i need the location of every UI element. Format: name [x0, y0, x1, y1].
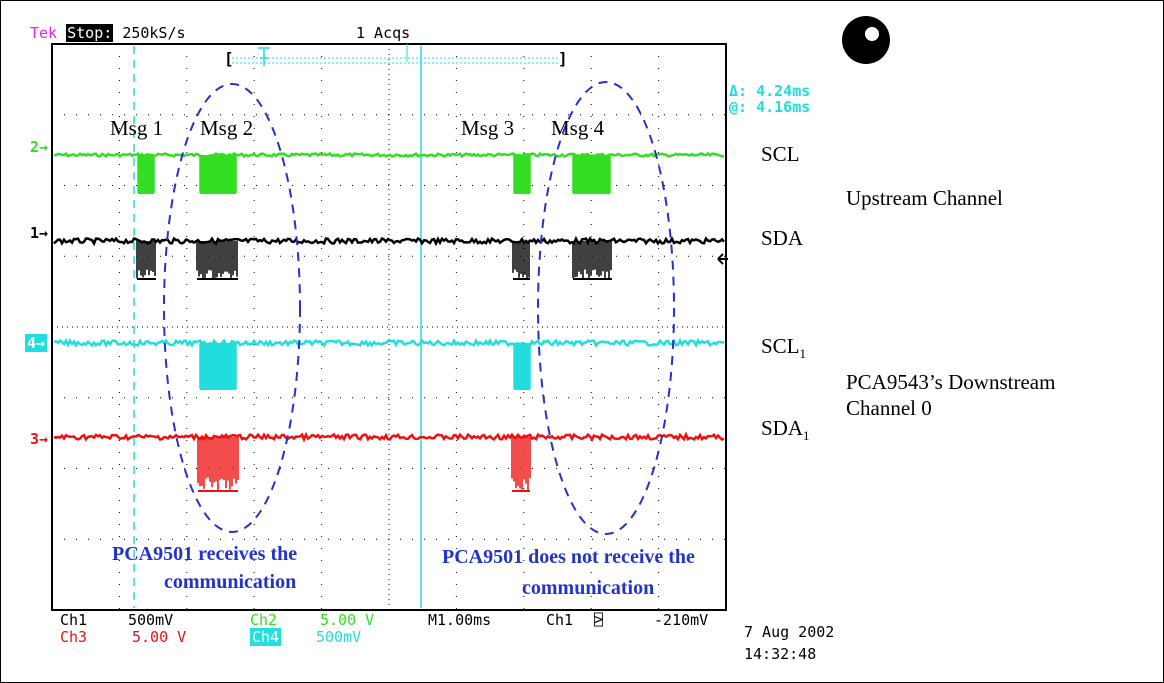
capture-date: 7 Aug 2002 [744, 623, 835, 641]
acquisition-count: 1 Acqs [356, 24, 411, 42]
acquisition-indicator [842, 16, 890, 64]
ch3-scale-label[interactable]: Ch3 [60, 628, 88, 646]
record-bracket: [ ] [224, 44, 568, 68]
sda1-subscript: 1 [803, 428, 810, 444]
cursor-delta: Δ: 4.24ms [729, 82, 811, 100]
scl1-text: SCL [761, 334, 800, 358]
right-caption-line1: PCA9501 does not receive the [442, 546, 695, 568]
ch1-scale-value: 500mV [128, 611, 174, 629]
sda-trace-burst [512, 241, 530, 280]
sda-trace-burst [196, 241, 238, 280]
ch4-scale-value: 500mV [316, 628, 362, 646]
scl-trace-burst [572, 155, 611, 194]
ch4-scale-text: Ch4 [250, 628, 282, 646]
ch4-marker[interactable]: 4→ [25, 334, 48, 352]
scl1-trace-burst [513, 343, 531, 390]
left-caption-line1: PCA9501 receives the [112, 543, 298, 565]
sda1-trace-burst [511, 437, 531, 492]
scl-trace-baseline [53, 151, 725, 159]
status-header: Tek Stop: 250kS/s [30, 24, 186, 42]
sda1-trace-burst [197, 437, 239, 492]
annotation-ellipse-right [537, 81, 675, 535]
downstream-label-line1: PCA9543’s Downstream [846, 370, 1056, 394]
cursor-position: @: 4.16ms [729, 98, 811, 116]
run-stop-status[interactable]: Stop: [66, 24, 114, 42]
sample-rate: 250kS/s [122, 24, 186, 42]
brand-label: Tek [30, 24, 58, 42]
ch2-scale-value: 5.00 V [320, 611, 375, 629]
sda1-label: SDA1 [761, 416, 810, 444]
msg-4-label: Msg 4 [551, 116, 605, 140]
svg-text:]: ] [558, 49, 568, 68]
scl-trace-burst [199, 155, 237, 194]
ch3-scale-value: 5.00 V [132, 628, 187, 646]
scl-label: SCL [761, 142, 800, 166]
capture-time: 14:32:48 [744, 645, 817, 663]
msg-1-label: Msg 1 [110, 116, 164, 140]
sda-label: SDA [761, 226, 804, 250]
trigger-level: -210mV [654, 611, 709, 629]
right-caption-line2: communication [522, 577, 655, 599]
sda-trace-burst [136, 241, 156, 280]
trigger-slope-icon: ⍄ [594, 611, 604, 629]
ch1-marker[interactable]: 1→ [30, 224, 49, 242]
scl1-label: SCL1 [761, 334, 806, 362]
graticule-grid [52, 44, 726, 610]
ch4-scale-label[interactable]: Ch4 [250, 628, 282, 646]
scl1-trace-baseline [53, 337, 725, 348]
scl-trace-burst [513, 155, 531, 194]
sda1-trace-baseline [53, 431, 725, 443]
waveform-traces [53, 151, 725, 492]
trigger-level-arrow [717, 253, 728, 265]
svg-text:[: [ [224, 49, 234, 68]
ch3-marker[interactable]: 3→ [30, 430, 49, 448]
ch2-scale-label[interactable]: Ch2 [250, 611, 278, 629]
ch2-marker[interactable]: 2→ [30, 138, 49, 156]
sda-trace-baseline [53, 235, 725, 247]
upstream-channel-label: Upstream Channel [846, 186, 1003, 210]
msg-3-label: Msg 3 [461, 116, 515, 140]
scl1-subscript: 1 [799, 346, 807, 362]
ch1-scale-label[interactable]: Ch1 [60, 611, 88, 629]
timebase-value[interactable]: M1.00ms [428, 611, 492, 629]
left-caption-line2: communication [164, 571, 297, 593]
sda-trace-burst [572, 241, 612, 280]
downstream-label-line2: Channel 0 [846, 396, 932, 420]
scl-trace-burst [137, 155, 155, 194]
trigger-source[interactable]: Ch1 [546, 611, 574, 629]
scl1-trace-burst [199, 343, 237, 390]
msg-2-label: Msg 2 [200, 116, 254, 140]
annotation-ellipse-left [163, 83, 301, 533]
sda1-text: SDA [761, 416, 804, 440]
